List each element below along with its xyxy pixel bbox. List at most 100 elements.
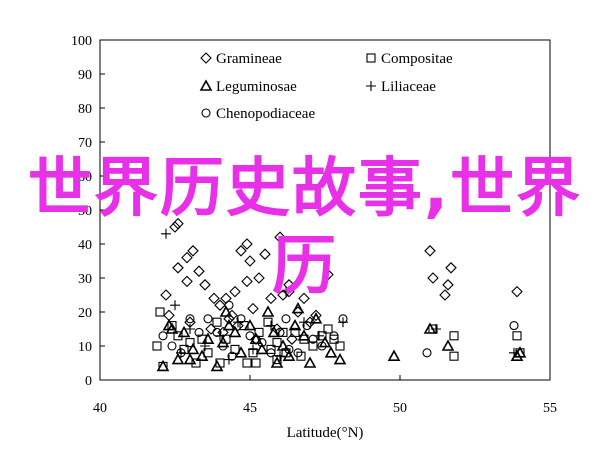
point-compositae [272, 355, 282, 365]
point-gramineae [220, 292, 232, 305]
legend-label-liliaceae: Liliaceae [381, 79, 436, 95]
point-leguminosae [255, 342, 269, 355]
point-gramineae [172, 262, 184, 274]
point-chenopodiaceae [308, 334, 318, 344]
point-gramineae [322, 268, 334, 281]
point-liliaceae [266, 320, 276, 331]
point-gramineae [169, 221, 181, 233]
point-chenopodiaceae [329, 331, 339, 341]
point-gramineae [424, 245, 436, 257]
point-leguminosae [324, 346, 338, 358]
point-chenopodiaceae [317, 341, 327, 351]
point-leguminosae [177, 325, 191, 338]
point-compositae [155, 307, 165, 317]
point-compositae [278, 327, 288, 337]
legend-label-leguminosae: Leguminosae [216, 79, 297, 95]
point-chenopodiaceae [509, 321, 519, 331]
point-chenopodiaceae [194, 327, 204, 337]
y-axis: 0 10 20 30 40 50 60 70 80 90 100 [71, 34, 105, 389]
point-liliaceae [509, 347, 519, 358]
point-gramineae [163, 309, 175, 322]
legend-marker-chenopodiaceae [201, 108, 211, 118]
point-gramineae [511, 285, 523, 298]
point-gramineae [232, 319, 244, 332]
point-compositae [152, 341, 162, 351]
point-compositae [329, 334, 339, 344]
x-tick-label: 50 [393, 401, 407, 416]
point-leguminosae [165, 322, 179, 334]
point-gramineae [439, 289, 451, 301]
point-leguminosae [441, 339, 455, 351]
point-gramineae [187, 245, 199, 257]
point-liliaceae [161, 228, 171, 239]
point-liliaceae [176, 347, 186, 358]
point-gramineae [427, 272, 439, 284]
point-compositae [272, 338, 282, 348]
point-compositae [242, 358, 252, 368]
point-liliaceae [170, 300, 180, 311]
point-leguminosae [195, 349, 209, 362]
point-compositae [308, 341, 318, 351]
point-leguminosae [186, 342, 200, 355]
point-chenopodiaceae [293, 348, 303, 358]
y-tick-label: 0 [85, 374, 92, 389]
point-compositae [203, 348, 213, 358]
point-leguminosae [228, 325, 242, 338]
point-leguminosae [216, 335, 230, 348]
point-compositae [212, 317, 222, 327]
data-points [152, 217, 527, 372]
point-gramineae [283, 279, 295, 291]
point-gramineae [304, 316, 316, 328]
point-compositae [185, 338, 195, 348]
legend-marker-gramineae [200, 52, 212, 64]
point-leguminosae [333, 352, 347, 365]
point-compositae [251, 358, 261, 368]
point-gramineae [250, 333, 262, 345]
point-gramineae [223, 313, 235, 325]
legend: Gramineae Compositae Leguminosae Liliaceae C… [199, 51, 453, 122]
point-leguminosae [222, 318, 236, 331]
y-tick-label: 20 [78, 306, 92, 321]
point-chenopodiaceae [245, 331, 255, 341]
point-liliaceae [275, 351, 285, 362]
point-compositae [266, 344, 276, 354]
x-tick-label: 45 [243, 401, 257, 416]
y-tick-label: 70 [78, 136, 92, 151]
point-gramineae [442, 279, 454, 291]
point-gramineae [244, 255, 256, 267]
legend-label-compositae: Compositae [381, 51, 453, 67]
point-gramineae [205, 323, 217, 335]
point-leguminosae [183, 352, 197, 365]
point-compositae [290, 327, 300, 337]
point-chenopodiaceae [218, 341, 228, 351]
point-gramineae [160, 289, 172, 301]
point-compositae [335, 341, 345, 351]
point-liliaceae [281, 286, 291, 297]
point-leguminosae [297, 329, 311, 341]
y-tick-label: 100 [71, 34, 92, 49]
y-tick-label: 60 [78, 170, 92, 185]
legend-label-gramineae: Gramineae [216, 51, 282, 67]
point-gramineae [253, 272, 265, 284]
point-gramineae [235, 245, 247, 257]
point-chenopodiaceae [227, 351, 237, 361]
point-gramineae [310, 309, 322, 322]
point-compositae [449, 331, 459, 341]
point-liliaceae [200, 341, 210, 351]
point-leguminosae [243, 318, 257, 331]
point-leguminosae [387, 349, 401, 362]
point-gramineae [208, 292, 220, 305]
point-chenopodiaceae [176, 348, 186, 358]
point-gramineae [241, 238, 253, 250]
y-tick-label: 50 [78, 204, 92, 219]
point-gramineae [298, 292, 310, 305]
point-chenopodiaceae [158, 331, 168, 341]
point-gramineae [265, 292, 277, 305]
point-compositae [449, 351, 459, 361]
point-chenopodiaceae [422, 348, 432, 358]
point-leguminosae [261, 305, 275, 317]
point-chenopodiaceae [224, 300, 234, 310]
point-gramineae [199, 279, 211, 291]
point-chenopodiaceae [338, 314, 348, 324]
point-chenopodiaceae [212, 327, 222, 337]
